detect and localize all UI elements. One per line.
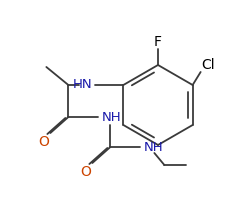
Text: O: O bbox=[38, 135, 49, 149]
Text: O: O bbox=[80, 165, 90, 179]
Text: NH: NH bbox=[143, 140, 162, 153]
Text: F: F bbox=[153, 35, 161, 49]
Text: HN: HN bbox=[72, 78, 92, 90]
Text: Cl: Cl bbox=[200, 58, 214, 72]
Text: NH: NH bbox=[101, 110, 121, 123]
